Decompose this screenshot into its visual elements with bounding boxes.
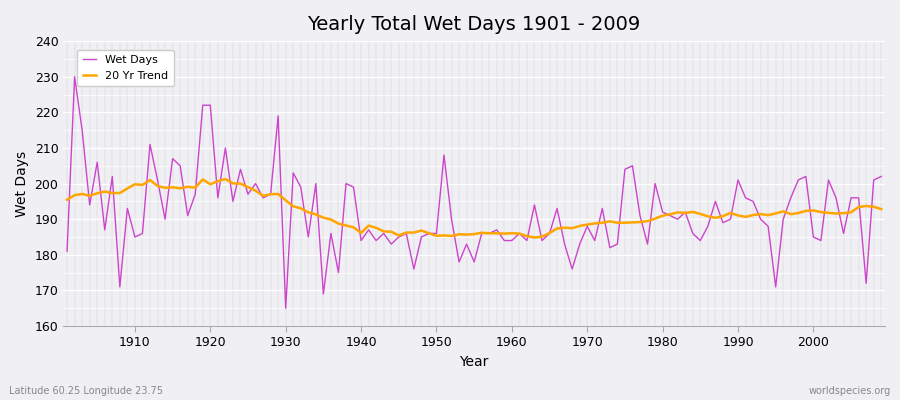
Text: worldspecies.org: worldspecies.org xyxy=(809,386,891,396)
Line: Wet Days: Wet Days xyxy=(68,77,881,308)
Title: Yearly Total Wet Days 1901 - 2009: Yearly Total Wet Days 1901 - 2009 xyxy=(308,15,641,34)
Y-axis label: Wet Days: Wet Days xyxy=(15,150,29,217)
Line: 20 Yr Trend: 20 Yr Trend xyxy=(68,179,881,238)
Text: Latitude 60.25 Longitude 23.75: Latitude 60.25 Longitude 23.75 xyxy=(9,386,163,396)
Wet Days xyxy=(280,306,291,311)
Wet Days xyxy=(514,231,525,236)
20 Yr Trend xyxy=(295,206,306,211)
Wet Days xyxy=(303,234,314,239)
Wet Days xyxy=(348,185,359,190)
Wet Days xyxy=(876,174,886,179)
20 Yr Trend xyxy=(514,231,525,236)
20 Yr Trend xyxy=(529,235,540,240)
Wet Days xyxy=(130,234,140,239)
Wet Days xyxy=(62,249,73,254)
20 Yr Trend xyxy=(507,231,517,236)
20 Yr Trend xyxy=(340,223,351,228)
X-axis label: Year: Year xyxy=(460,355,489,369)
20 Yr Trend xyxy=(876,207,886,212)
20 Yr Trend xyxy=(220,176,230,181)
Wet Days xyxy=(521,238,532,243)
20 Yr Trend xyxy=(612,220,623,225)
Wet Days xyxy=(69,74,80,79)
Wet Days xyxy=(612,242,623,246)
20 Yr Trend xyxy=(62,197,73,202)
Legend: Wet Days, 20 Yr Trend: Wet Days, 20 Yr Trend xyxy=(77,50,174,86)
20 Yr Trend xyxy=(122,186,133,191)
